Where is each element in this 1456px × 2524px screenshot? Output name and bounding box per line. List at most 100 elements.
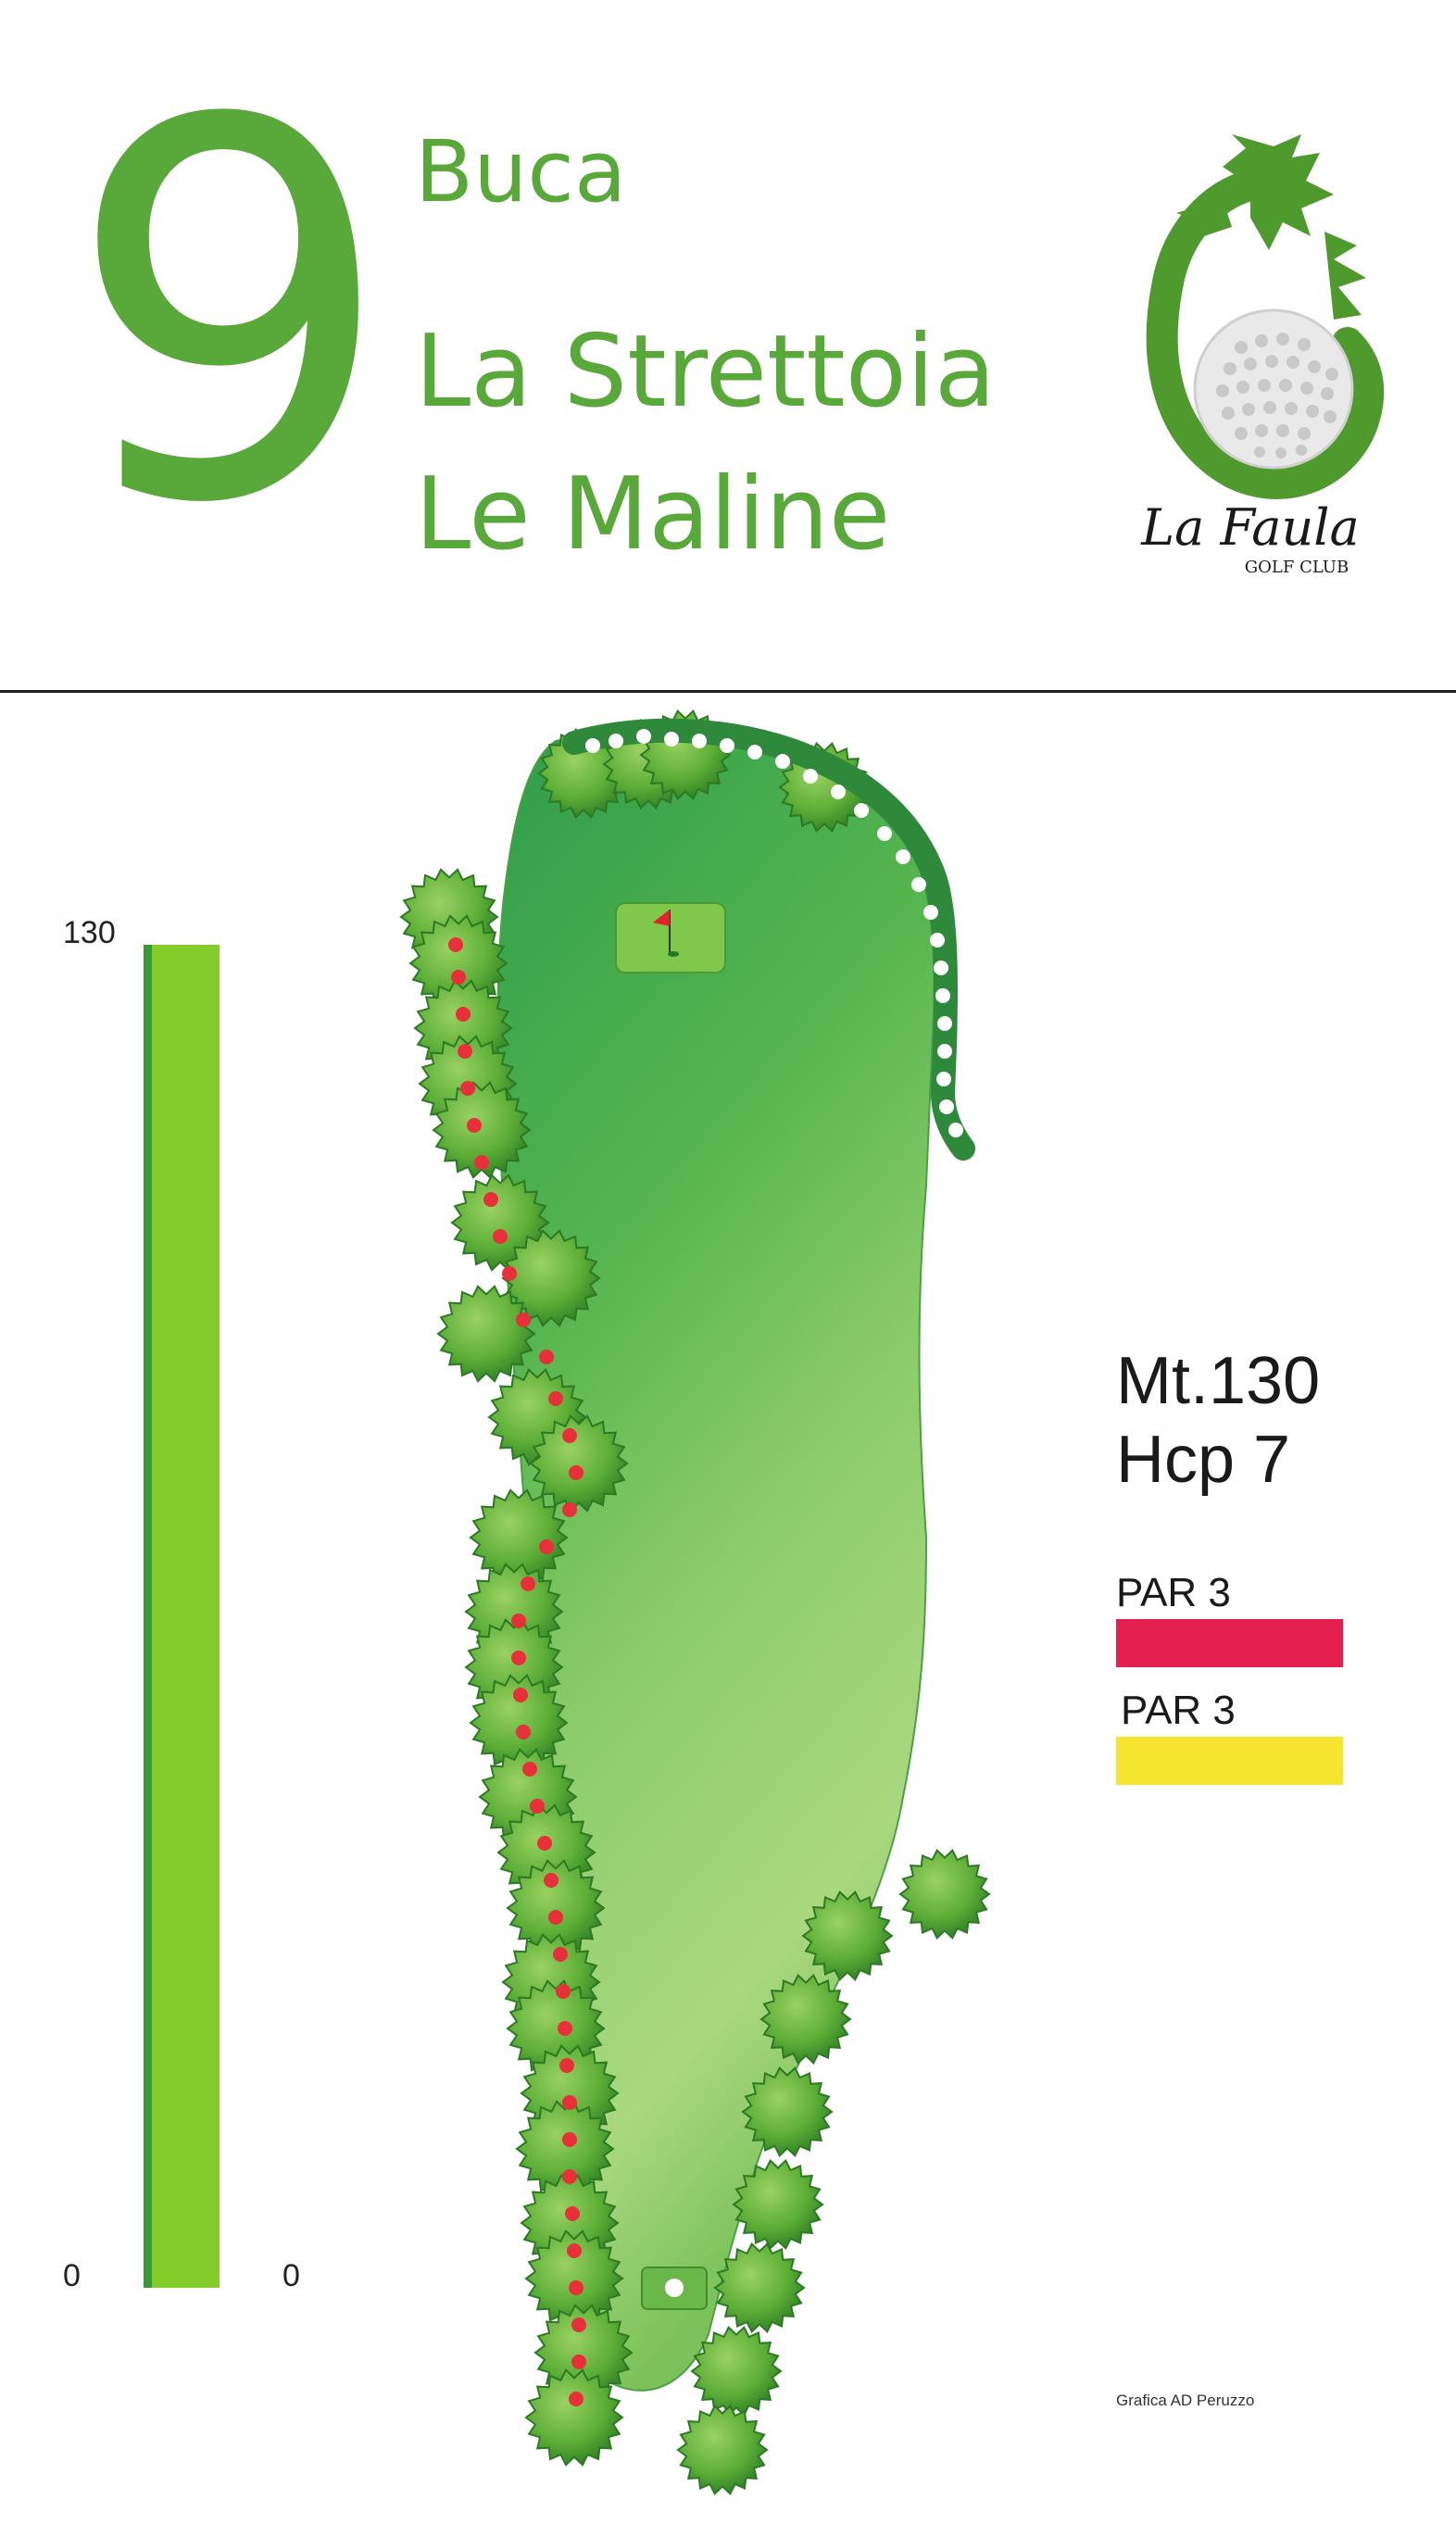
out-of-bounds-dot: [571, 2317, 586, 2332]
out-of-bounds-dot: [569, 1465, 584, 1480]
out-of-bounds-dot: [451, 970, 466, 985]
out-of-bounds-dot: [569, 2280, 584, 2295]
out-of-bounds-dot: [565, 2206, 580, 2221]
par-label-yellow: PAR 3: [1121, 1688, 1236, 1733]
par-label-red: PAR 3: [1116, 1570, 1231, 1615]
cart-path-dot: [775, 754, 790, 769]
hole-cup: [668, 951, 679, 957]
out-of-bounds-dot: [539, 1350, 554, 1364]
cart-path-dot: [831, 785, 846, 799]
out-of-bounds-dot: [569, 2392, 584, 2406]
dragon-golfball-logo: La Faula GOLF CLUB: [1111, 130, 1389, 593]
hole-distance: Mt.130: [1116, 1344, 1321, 1418]
out-of-bounds-dot: [511, 1651, 526, 1665]
logo-subtitle: GOLF CLUB: [1245, 558, 1349, 577]
logo-graphic: La Faula GOLF CLUB: [1140, 134, 1385, 577]
cart-path-dot: [692, 734, 707, 748]
out-of-bounds-dot: [511, 1614, 526, 1628]
cart-path-markers: [585, 729, 963, 1137]
out-of-bounds-dot: [562, 1502, 577, 1517]
out-of-bounds-dot: [456, 1007, 471, 1022]
out-of-bounds-dot: [558, 2021, 572, 2036]
out-of-bounds-markers: [448, 937, 586, 2406]
tree-icon: [432, 1081, 532, 1179]
out-of-bounds-dot: [516, 1312, 531, 1327]
tree-icon: [469, 1488, 569, 1587]
out-of-bounds-dot: [493, 1229, 508, 1244]
tee-bar-yellow: [1116, 1737, 1343, 1785]
hole-label: Buca: [415, 122, 627, 221]
cart-path-dot: [923, 905, 938, 920]
cart-path-dot: [896, 849, 910, 864]
out-of-bounds-dot: [458, 1044, 472, 1059]
cart-path-dot: [585, 738, 600, 753]
out-of-bounds-dot: [553, 1947, 568, 1962]
tree-icon: [732, 2159, 824, 2250]
cart-path-dot: [935, 988, 950, 1003]
hole-map: [399, 709, 991, 2495]
out-of-bounds-dot: [530, 1799, 545, 1814]
logo-name: La Faula: [1140, 498, 1359, 557]
scale-bottom-left-label: 0: [63, 2258, 81, 2293]
cart-path-dot: [948, 1123, 963, 1137]
out-of-bounds-dot: [467, 1118, 482, 1133]
hole-name-line2: Le Maline: [415, 457, 891, 572]
out-of-bounds-dot: [448, 937, 463, 952]
out-of-bounds-dot: [562, 2169, 577, 2184]
tree-icon: [506, 1859, 606, 1957]
cart-path-dot: [936, 1072, 951, 1086]
cart-path: [562, 718, 975, 1161]
out-of-bounds-dot: [516, 1725, 531, 1739]
tree-icon: [676, 2405, 769, 2495]
tree-icon: [436, 1285, 536, 1383]
cart-path-dot: [664, 732, 679, 747]
hole-handicap: Hcp 7: [1116, 1423, 1291, 1497]
tree-icon: [741, 2066, 834, 2157]
out-of-bounds-dot: [513, 1688, 528, 1702]
header-divider: [0, 690, 1456, 693]
out-of-bounds-dot: [562, 2132, 577, 2147]
scale-bottom-right-label: 0: [282, 2258, 300, 2293]
out-of-bounds-dot: [502, 1266, 517, 1281]
out-of-bounds-dot: [460, 1081, 475, 1096]
out-of-bounds-dot: [562, 2095, 577, 2110]
scale-bar-edge: [144, 945, 152, 2288]
cart-path-dot: [854, 803, 869, 818]
tree-icon: [898, 1849, 991, 1940]
out-of-bounds-dot: [559, 2058, 574, 2073]
out-of-bounds-dot: [567, 2243, 582, 2258]
cart-path-dot: [720, 738, 734, 753]
out-of-bounds-dot: [521, 1576, 535, 1591]
tree-icon: [713, 2242, 806, 2333]
distance-scale-bar: [152, 945, 220, 2288]
left-tree-line: [399, 868, 634, 2467]
tree-icon: [501, 1229, 601, 1327]
hole-name-line1: La Strettoia: [415, 314, 997, 430]
cart-path-dot: [636, 729, 651, 744]
out-of-bounds-dot: [474, 1155, 489, 1170]
tree-icon: [529, 1414, 629, 1513]
out-of-bounds-dot: [562, 1428, 577, 1443]
hole-number: 9: [65, 13, 395, 617]
cart-path-dot: [747, 745, 762, 760]
out-of-bounds-dot: [548, 1391, 563, 1406]
cart-path-dot: [937, 1016, 952, 1031]
out-of-bounds-dot: [537, 1836, 552, 1851]
cart-path-dot: [803, 769, 818, 784]
cart-path-dot: [934, 961, 948, 975]
cart-path-dot: [930, 933, 945, 948]
tree-icon: [524, 2368, 624, 2467]
out-of-bounds-dot: [571, 2354, 586, 2369]
cart-path-dot: [609, 734, 623, 748]
credit: Grafica AD Peruzzo: [1116, 2392, 1255, 2409]
out-of-bounds-dot: [522, 1762, 537, 1777]
out-of-bounds-dot: [539, 1539, 554, 1554]
flag-icon: [653, 910, 670, 926]
out-of-bounds-dot: [548, 1910, 563, 1925]
cart-path-dot: [939, 1099, 954, 1114]
tree-icon: [690, 2326, 783, 2417]
cart-path-dot: [937, 1044, 952, 1059]
scale-top-label: 130: [63, 915, 116, 950]
tree-icon: [801, 1890, 894, 1981]
tee-marker: [665, 2279, 684, 2297]
